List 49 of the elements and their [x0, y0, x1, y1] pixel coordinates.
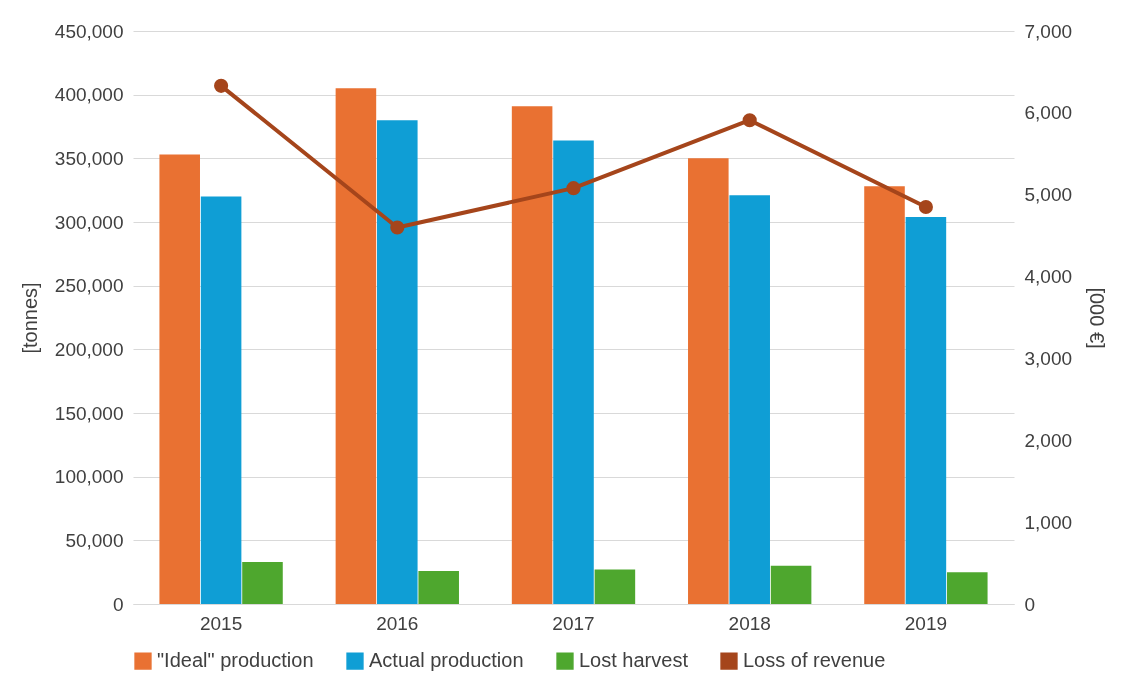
bar — [553, 140, 594, 604]
bar — [864, 186, 905, 604]
bar — [242, 561, 283, 604]
y2-tick-label: 1,000 — [1024, 511, 1073, 533]
bar — [905, 216, 947, 604]
y-tick-label: 400,000 — [54, 84, 124, 106]
bar — [418, 570, 459, 604]
y2-tick-label: 4,000 — [1024, 266, 1073, 288]
y-tick-label: 250,000 — [54, 275, 124, 297]
point — [566, 181, 581, 196]
legend-label: Lost harvest — [579, 649, 689, 672]
y2-tick-label: 3,000 — [1024, 347, 1073, 369]
x-tick-label: 2019 — [904, 612, 948, 634]
point — [214, 78, 229, 93]
y2-axis-title: [000 €] — [1086, 287, 1109, 349]
y2-tick-label: 5,000 — [1024, 184, 1073, 206]
y-tick-label: 100,000 — [54, 466, 124, 488]
legend-label: Loss of revenue — [743, 649, 886, 672]
bar — [335, 88, 377, 604]
y-tick-label: 450,000 — [54, 20, 124, 42]
y-tick-label: 200,000 — [54, 338, 124, 360]
bar — [200, 196, 242, 604]
y2-tick-label: 6,000 — [1024, 102, 1073, 124]
point — [390, 220, 405, 235]
bar — [688, 158, 729, 604]
x-tick-label: 2017 — [552, 612, 595, 634]
y2-tick-label: 0 — [1024, 593, 1036, 615]
legend-label: "Ideal" production — [157, 649, 314, 672]
bar — [511, 106, 553, 604]
y-tick-label: 150,000 — [54, 402, 124, 424]
bar — [729, 195, 770, 604]
bar — [594, 569, 636, 604]
y2-tick-label: 2,000 — [1024, 429, 1073, 451]
y-tick-label: 50,000 — [65, 529, 124, 551]
x-tick-label: 2015 — [199, 612, 243, 634]
legend-label: Actual production — [369, 649, 524, 672]
y-axis-title: [tonnes] — [18, 282, 41, 354]
x-tick-label: 2016 — [376, 612, 419, 634]
point — [918, 199, 933, 215]
y2-tick-label: 7,000 — [1024, 20, 1073, 42]
bar — [159, 154, 200, 604]
y-tick-label: 350,000 — [54, 147, 124, 169]
bar — [377, 120, 418, 604]
bar — [770, 565, 812, 604]
x-tick-label: 2018 — [728, 612, 771, 634]
bar — [947, 572, 988, 604]
y-tick-label: 0 — [112, 593, 124, 615]
y-tick-label: 300,000 — [54, 211, 124, 233]
point — [742, 113, 757, 128]
